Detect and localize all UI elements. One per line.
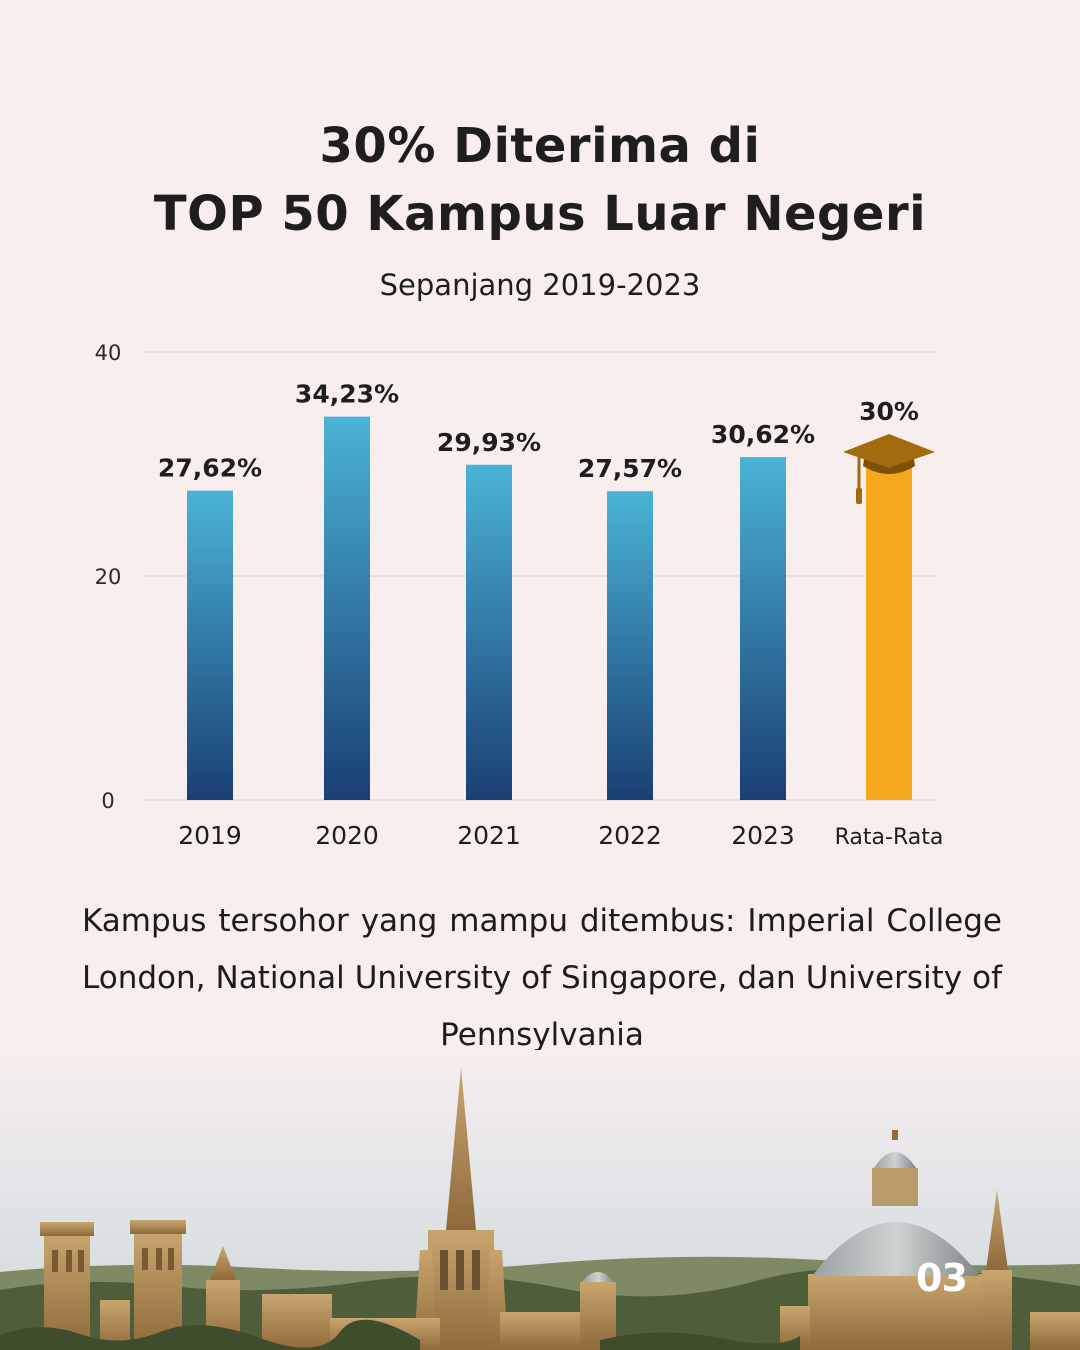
page-title: 30% Diterima di TOP 50 Kampus Luar Neger… [0,112,1080,248]
y-tick-label: 0 [101,789,114,813]
page-number: 03 [916,1256,968,1300]
y-tick-label: 20 [95,565,122,589]
subtitle: Sepanjang 2019-2023 [379,268,701,302]
y-tick-label: 40 [95,341,122,365]
data-label: 34,23% [295,380,399,409]
data-label: 29,93% [437,428,541,457]
x-tick-label: Rata-Rata [835,825,944,850]
x-tick-label: 2022 [598,821,662,850]
bar-2021 [466,464,512,800]
bar-2022 [607,491,653,800]
x-tick-label: 2023 [731,821,795,850]
oxford-skyline-photo [0,1050,1080,1350]
graduation-cap-icon [843,434,935,504]
data-label: 30% [859,397,919,426]
data-label: 30,62% [711,420,815,449]
data-label: 27,57% [578,454,682,483]
title-line-1: 30% Diterima di [319,118,761,174]
bar-chart: 0 20 40 27,62% 2019 34,23% 2020 29,93% 2021 27,57… [95,341,944,850]
caption-text: Kampus tersohor yang mampu ditembus: Imp… [82,903,1002,1053]
bar-2020 [324,416,370,800]
bar-rata-rata [866,464,912,800]
bar-2019 [187,490,233,800]
x-tick-label: 2020 [315,821,379,850]
bar-2023 [740,457,786,800]
x-tick-label: 2019 [178,821,242,850]
data-label: 27,62% [158,454,262,483]
title-line-2: TOP 50 Kampus Luar Negeri [153,186,927,242]
x-tick-label: 2021 [457,821,521,850]
